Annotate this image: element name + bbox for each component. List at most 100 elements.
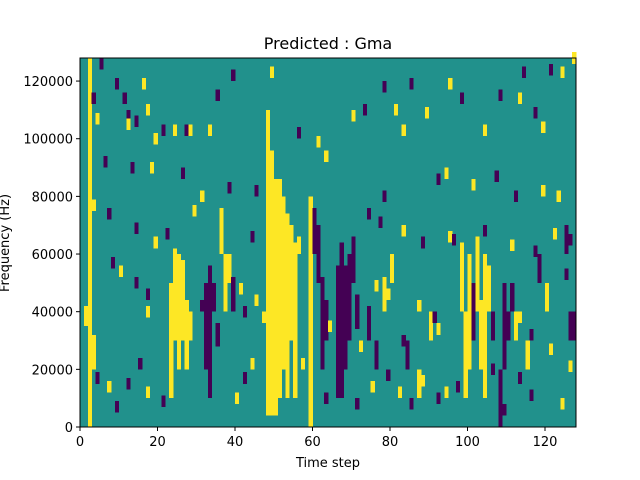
heatmap-cell — [529, 389, 534, 402]
heatmap-cell — [200, 190, 205, 203]
heatmap-cell — [514, 190, 519, 203]
heatmap-cell — [281, 196, 286, 370]
heatmap-cell — [517, 92, 523, 105]
heatmap-cell — [494, 170, 499, 182]
heatmap-cell — [541, 121, 546, 133]
heatmap-cell — [126, 377, 131, 390]
heatmap-cell — [537, 254, 542, 283]
heatmap-cell — [316, 135, 321, 148]
heatmap-cell — [417, 369, 422, 399]
heatmap-cell — [231, 277, 236, 312]
x-tick-label: 40 — [227, 435, 244, 450]
heatmap-cell — [134, 222, 139, 234]
heatmap-cell — [355, 294, 360, 329]
heatmap-cell — [444, 167, 449, 180]
heatmap-cell — [242, 372, 247, 384]
x-tick-label: 60 — [304, 435, 321, 450]
heatmap-cell — [548, 343, 554, 355]
heatmap-cell — [300, 357, 306, 370]
heatmap-cell — [417, 300, 422, 312]
y-axis-label: Frequency (Hz) — [0, 194, 13, 292]
heatmap-cell — [293, 242, 298, 399]
heatmap-cell — [378, 216, 383, 229]
heatmap-cell — [483, 254, 488, 399]
y-tick-label: 80000 — [32, 190, 73, 205]
heatmap-cell — [87, 58, 92, 427]
heatmap-cell — [564, 225, 569, 255]
heatmap-cell — [312, 207, 317, 255]
heatmap-cell — [126, 118, 131, 131]
heatmap-cell — [568, 233, 573, 246]
heatmap-cell — [153, 132, 158, 145]
heatmap-cell — [231, 69, 236, 82]
chart-title: Predicted : Gma — [264, 34, 392, 53]
heatmap-cell — [324, 392, 329, 404]
x-tick-label: 80 — [382, 435, 399, 450]
heatmap-cell — [142, 78, 147, 90]
heatmap-cell — [308, 196, 313, 427]
heatmap-cell — [455, 380, 461, 393]
heatmap-cell — [138, 357, 143, 370]
heatmap-cell — [180, 259, 185, 341]
heatmap-cell — [297, 236, 302, 255]
heatmap-cell — [510, 239, 515, 252]
heatmap-cell — [91, 92, 96, 105]
heatmap-cell — [386, 288, 391, 301]
heatmap-cell — [475, 236, 480, 312]
heatmap-cell — [448, 78, 453, 90]
heatmap-cell — [471, 282, 476, 341]
heatmap-cell — [95, 112, 100, 125]
heatmap-cell — [502, 403, 507, 416]
heatmap-cell — [370, 380, 375, 393]
heatmap-cell — [490, 311, 495, 341]
heatmap-cell — [362, 104, 368, 116]
heatmap-cell — [401, 334, 406, 347]
y-tick-label: 120000 — [23, 75, 73, 90]
heatmap-cell — [525, 340, 530, 370]
heatmap-cell — [176, 254, 182, 370]
heatmap-cell — [552, 228, 557, 240]
heatmap-cell — [145, 288, 151, 301]
heatmap-cell — [498, 369, 503, 427]
heatmap-cell — [541, 184, 546, 197]
heatmap-cell — [297, 127, 302, 139]
x-tick-label: 20 — [149, 435, 166, 450]
x-tick-label: 120 — [533, 435, 558, 450]
heatmap-cell — [444, 386, 449, 399]
heatmap-cell — [424, 107, 430, 119]
heatmap-cell — [165, 228, 170, 240]
heatmap-cell — [103, 156, 108, 168]
heatmap-cell — [107, 380, 112, 393]
heatmap-cell — [254, 184, 259, 197]
heatmap-cell — [428, 311, 433, 341]
heatmap-cell — [227, 181, 232, 194]
heatmap-cell — [316, 225, 321, 283]
heatmap-cell — [134, 277, 139, 289]
plot-area — [80, 52, 577, 427]
heatmap-cell — [269, 66, 275, 79]
heatmap-cell — [145, 386, 151, 399]
heatmap-cell — [564, 268, 569, 280]
heatmap-cell — [452, 233, 457, 246]
heatmap-cell — [506, 311, 511, 341]
heatmap-cell — [545, 282, 550, 312]
heatmap-cell — [242, 305, 247, 318]
heatmap-cell — [207, 265, 213, 399]
heatmap-cell — [211, 282, 216, 312]
heatmap-cell — [374, 340, 379, 370]
heatmap-cell — [560, 66, 565, 79]
heatmap-cell — [215, 323, 220, 347]
heatmap-cell — [207, 124, 213, 136]
heatmap-cell — [436, 392, 441, 404]
heatmap-cell — [227, 254, 232, 283]
x-tick-label: 0 — [76, 435, 84, 450]
heatmap-cell — [351, 236, 356, 283]
heatmap-cell — [219, 207, 224, 255]
heatmap-cell — [95, 372, 100, 384]
heatmap-cell — [483, 225, 488, 237]
heatmap-cell — [145, 104, 151, 116]
heatmap-cell — [250, 357, 255, 370]
heatmap-cell — [405, 340, 410, 370]
heatmap-cell — [382, 81, 387, 93]
heatmap-cell — [223, 254, 228, 312]
